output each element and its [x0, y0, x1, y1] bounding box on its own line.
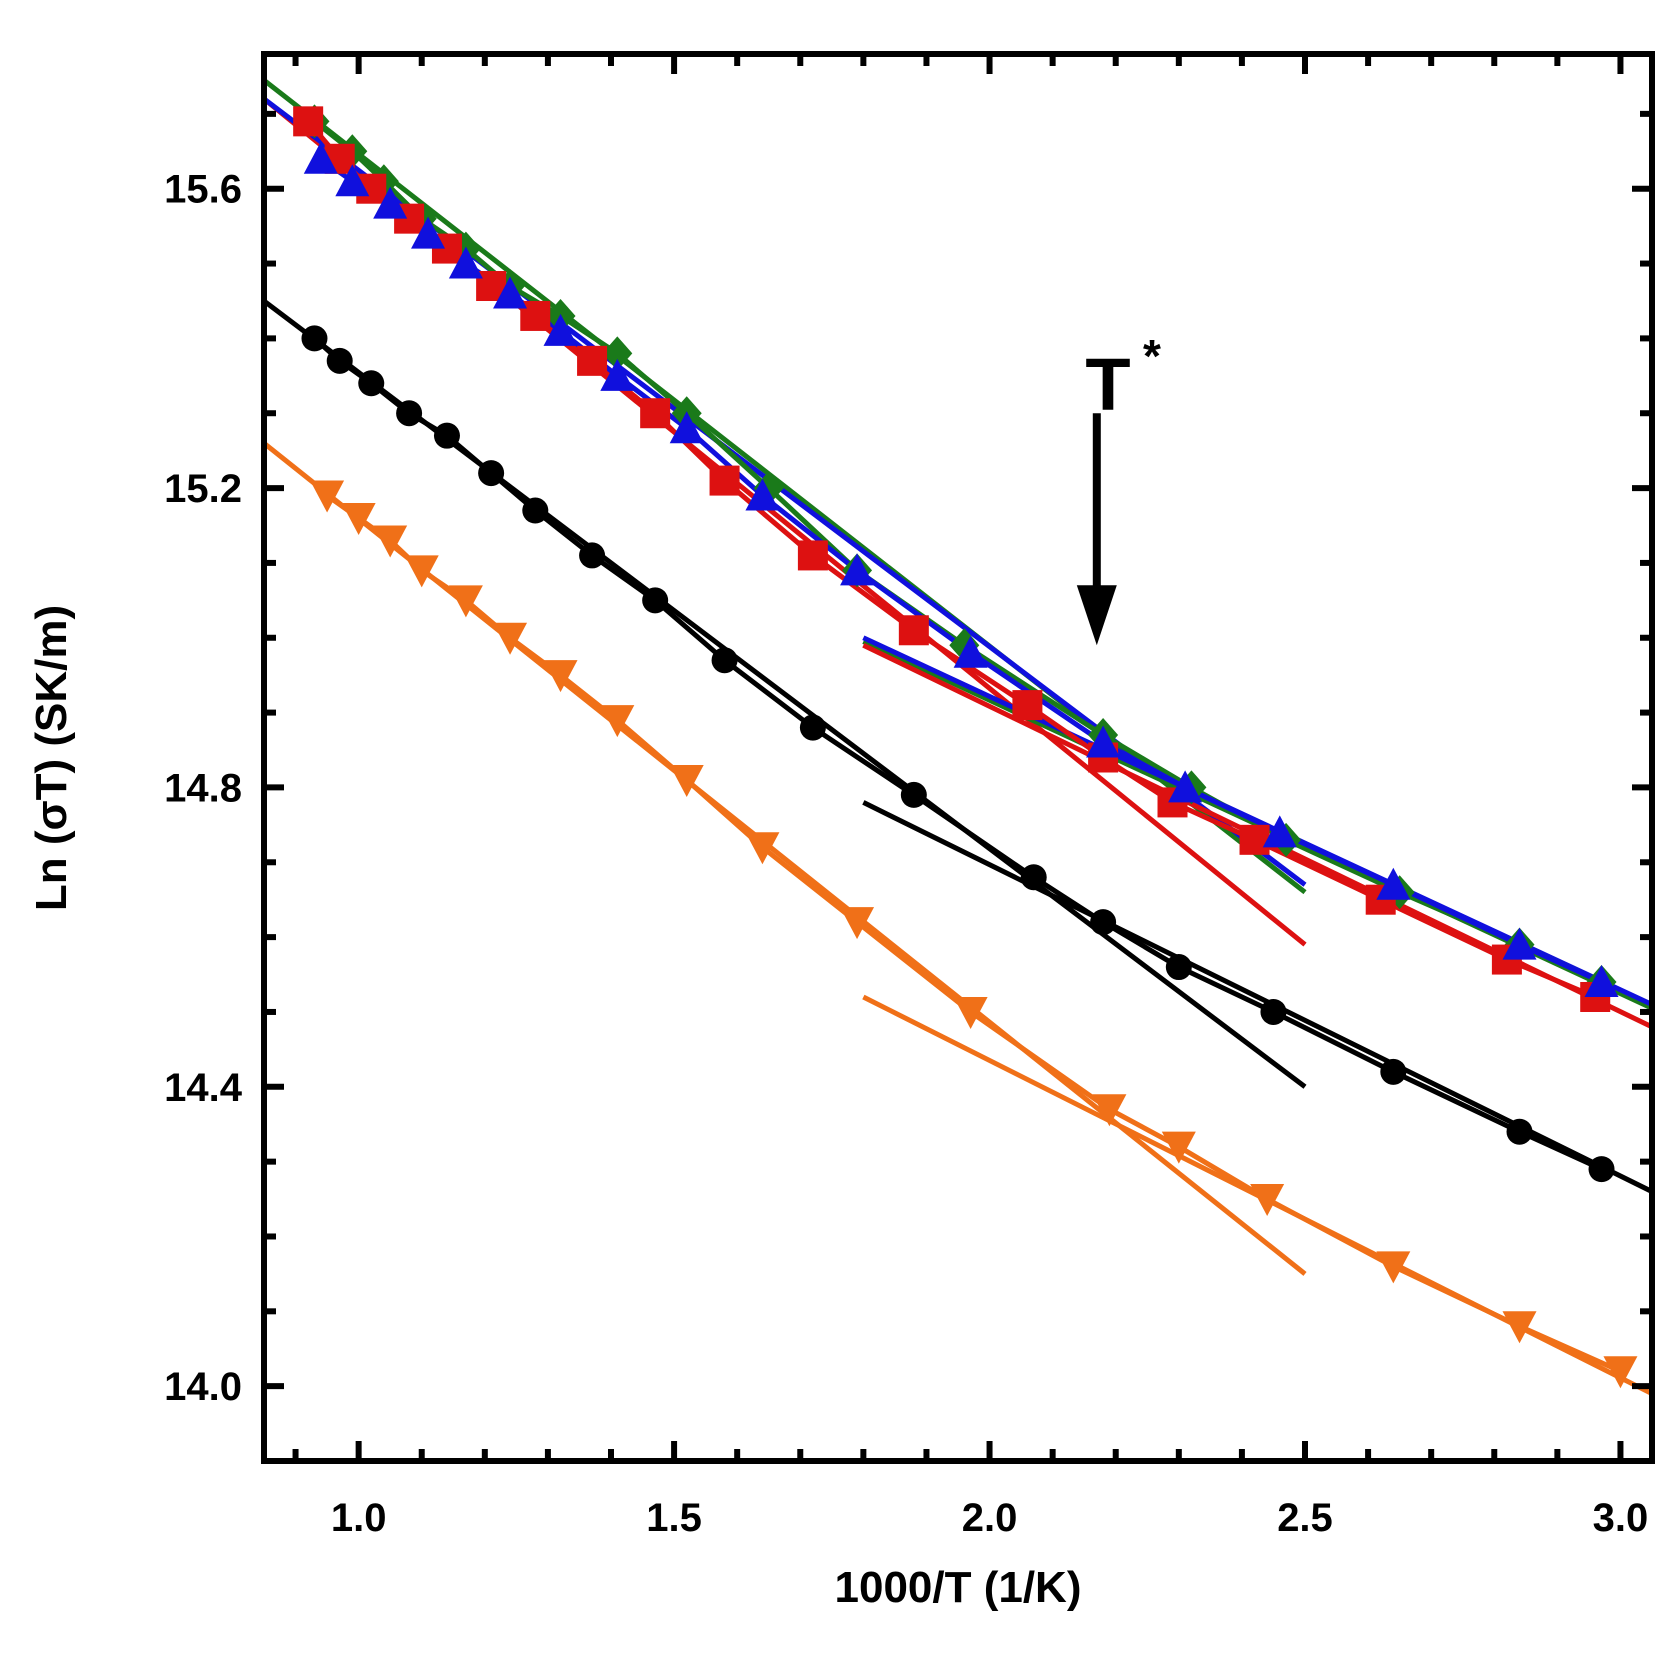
blue-triangles-point-1 — [335, 164, 370, 197]
y-tick-label-3: 15.2 — [164, 467, 242, 511]
orange-triangles-down-point-3 — [404, 555, 439, 588]
x-axis-title: 1000/T (1/K) — [835, 1563, 1082, 1612]
blue-triangles-point-11 — [953, 635, 988, 668]
orange-triangles-down-point-11 — [953, 996, 988, 1029]
black-circles-point-4 — [433, 422, 460, 449]
orange-triangles-down-point-10 — [840, 907, 875, 940]
red-squares-point-10 — [797, 540, 828, 571]
blue-triangles-point-10 — [840, 553, 875, 586]
black-circles-point-14 — [1165, 954, 1192, 981]
black-circles-point-6 — [522, 497, 549, 524]
blue-triangles-point-0 — [303, 141, 338, 174]
annotation-arrow-head — [1076, 585, 1117, 646]
orange-triangles-down-point-0 — [310, 480, 345, 513]
orange-triangles-down-point-12 — [1092, 1094, 1127, 1127]
orange-triangles-down-point-9 — [745, 832, 780, 865]
blue-triangles-point-4 — [448, 246, 483, 279]
plot-frame — [261, 51, 1655, 1464]
blue-triangles-point-16 — [1502, 927, 1537, 960]
annotation-superscript: * — [1143, 330, 1161, 382]
orange-triangles-down-point-8 — [669, 764, 704, 797]
black-circles-point-18 — [1588, 1156, 1615, 1183]
black-circles-point-16 — [1380, 1058, 1407, 1085]
orange-triangles-down-point-14 — [1250, 1184, 1285, 1217]
orange-triangles-down-point-2 — [373, 525, 408, 558]
red-squares-point-15 — [1239, 824, 1270, 855]
red-squares-point-12 — [1012, 690, 1043, 721]
orange-triangles-down-point-17 — [1603, 1356, 1638, 1389]
black-circles-point-8 — [642, 587, 669, 614]
y-tick-label-2: 14.8 — [164, 766, 242, 810]
red-squares-point-8 — [640, 398, 671, 429]
y-tick-label-1: 14.4 — [164, 1066, 243, 1110]
x-tick-label-2: 2.0 — [962, 1496, 1018, 1540]
x-tick-label-4: 3.0 — [1593, 1496, 1649, 1540]
blue-triangles-point-9 — [745, 478, 780, 511]
orange-triangles-down-point-4 — [448, 585, 483, 618]
black-circles-point-2 — [358, 370, 385, 397]
red-squares-point-7 — [577, 345, 608, 376]
blue-triangles-point-2 — [373, 186, 408, 219]
tick-labels: 1.0 1.5 2.0 2.5 3.0 14.0 14.4 14.8 15.2 15.6 — [164, 168, 1648, 1540]
blue-triangles-point-15 — [1376, 867, 1411, 900]
blue-triangles-point-12 — [1086, 725, 1121, 758]
black-circles-point-3 — [396, 400, 423, 427]
x-tick-label-1: 1.5 — [646, 1496, 702, 1540]
data-markers — [293, 104, 1638, 1389]
orange-triangles-down-point-13 — [1161, 1131, 1196, 1164]
red-squares-line — [306, 119, 1597, 1000]
black-circles-point-1 — [326, 347, 353, 374]
black-circles-point-15 — [1260, 998, 1287, 1025]
black-circles-point-11 — [900, 781, 927, 808]
annotation-label: T — [1085, 343, 1130, 426]
blue-triangles-point-6 — [543, 313, 578, 346]
annotation: T * — [1076, 330, 1161, 646]
blue-triangles-point-13 — [1168, 770, 1203, 803]
blue-triangles-point-7 — [600, 358, 635, 391]
blue-triangles-point-3 — [411, 216, 446, 249]
blue-triangles-point-8 — [669, 411, 704, 444]
orange-triangles-down-point-1 — [341, 503, 376, 536]
y-tick-label-4: 15.6 — [164, 168, 242, 212]
black-circles-point-10 — [799, 714, 826, 741]
black-circles-point-0 — [301, 325, 328, 352]
y-tick-label-0: 14.0 — [164, 1365, 242, 1409]
black-circles-point-12 — [1020, 864, 1047, 891]
data-series — [306, 119, 1622, 1374]
orange-triangles-down-point-15 — [1376, 1251, 1411, 1284]
y-axis-title: Ln (σT) (SK/m) — [27, 605, 76, 911]
green-diamonds-point-7 — [602, 336, 633, 371]
orange-triangles-down-point-7 — [600, 705, 635, 738]
green-diamonds-line — [312, 119, 1603, 985]
blue-triangles-point-5 — [493, 276, 528, 309]
black-circles-point-7 — [579, 542, 606, 569]
x-tick-label-3: 2.5 — [1277, 1496, 1333, 1540]
black-circles-point-13 — [1090, 909, 1117, 936]
black-circles-point-5 — [478, 460, 505, 487]
red-squares-point-11 — [898, 615, 929, 646]
orange-triangles-down-point-5 — [493, 622, 528, 655]
x-tick-label-0: 1.0 — [331, 1496, 387, 1540]
blue-triangles-point-17 — [1584, 965, 1619, 998]
blue-triangles-point-14 — [1262, 815, 1297, 848]
orange-triangles-down-point-16 — [1502, 1311, 1537, 1344]
orange-triangles-down-point-6 — [543, 660, 578, 693]
red-squares-point-0 — [293, 106, 324, 137]
black-circles-point-9 — [711, 647, 738, 674]
black-circles-point-17 — [1506, 1118, 1533, 1145]
red-squares-point-9 — [709, 465, 740, 496]
axis-ticks — [264, 54, 1652, 1461]
